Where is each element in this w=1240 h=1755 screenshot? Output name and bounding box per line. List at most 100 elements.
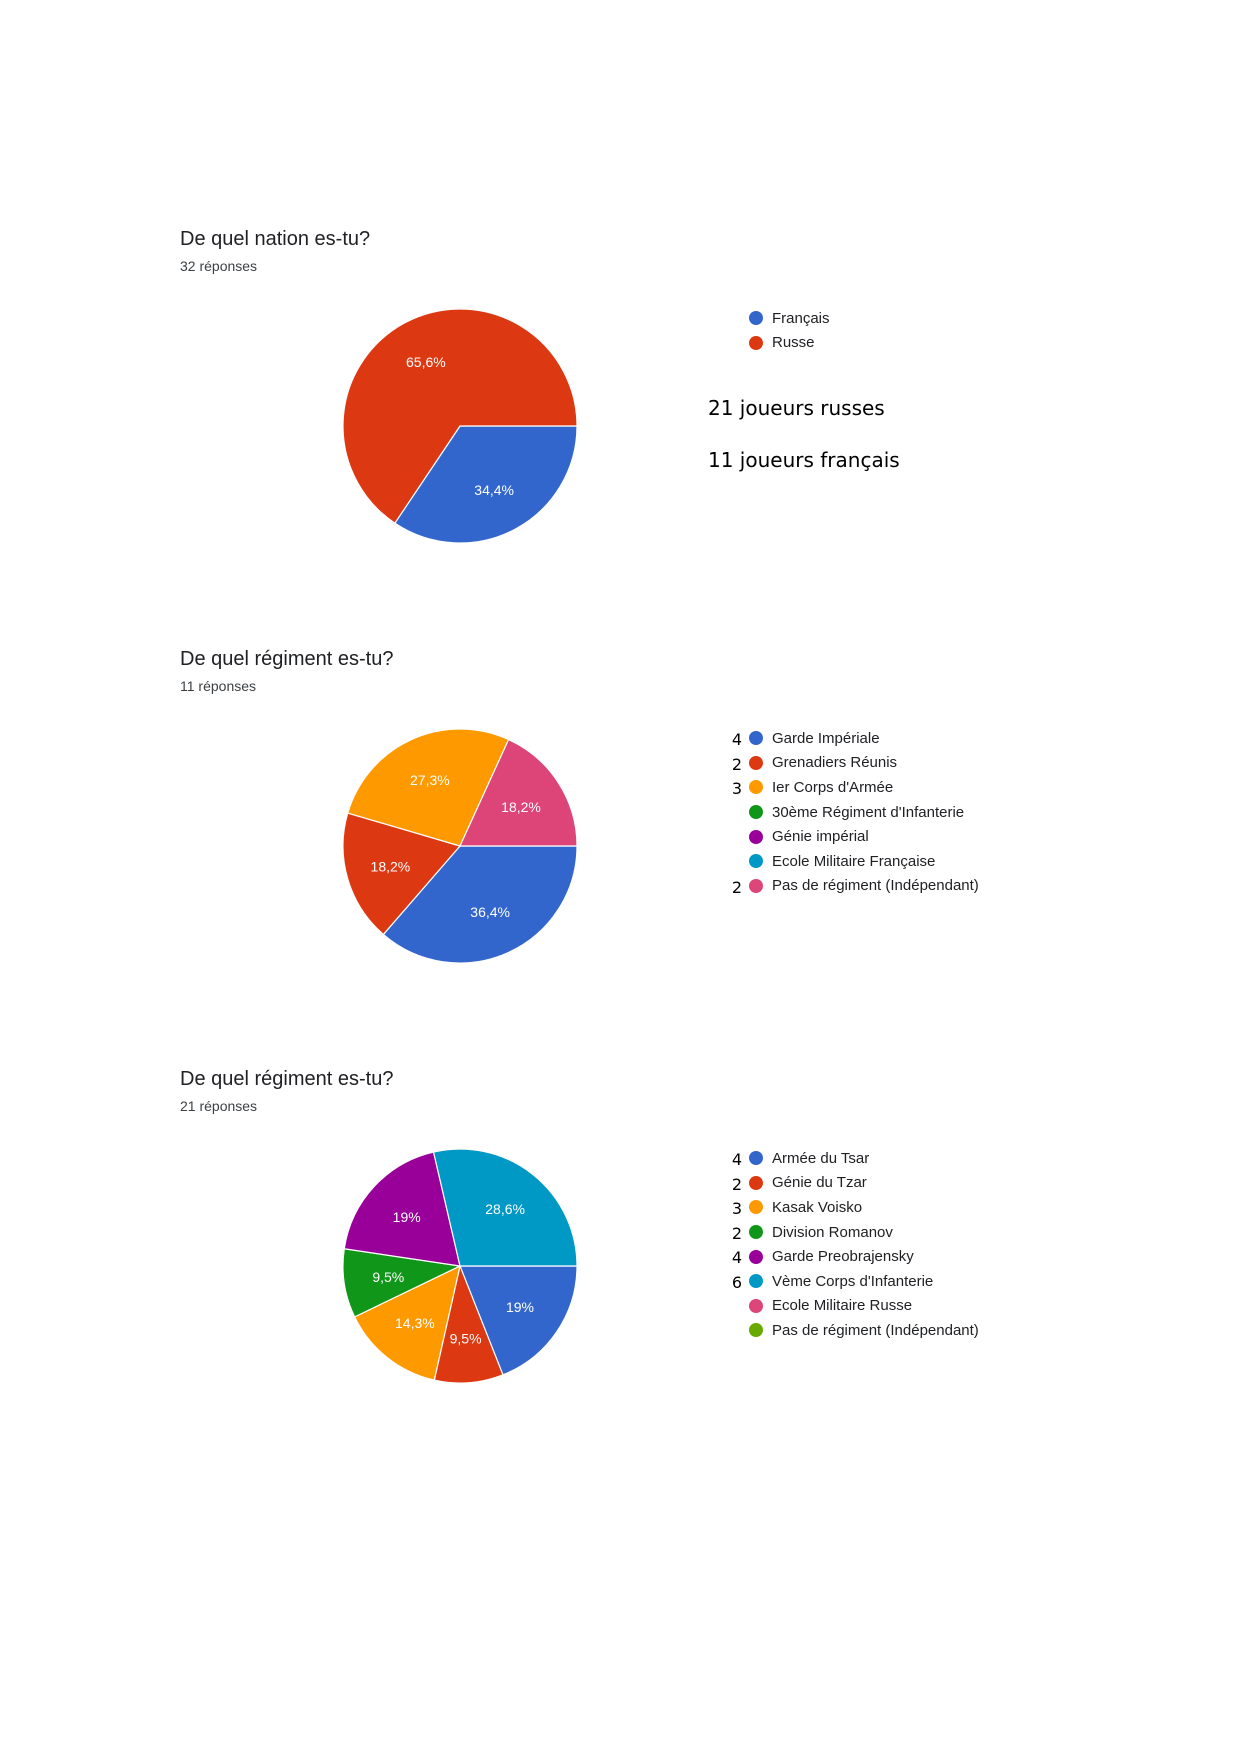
legend-item-veme-corps-d-infanterie[interactable]: 6 Vème Corps d'Infanterie: [728, 1269, 979, 1294]
legend-item-kasak-voisko[interactable]: 3 Kasak Voisko: [728, 1195, 979, 1220]
legend-swatch-icon: [749, 854, 763, 869]
legend-item-russe[interactable]: Russe: [728, 331, 830, 356]
legend-swatch-icon: [749, 1200, 763, 1215]
legend-count: 3: [731, 779, 742, 799]
legend-swatch-icon: [749, 1323, 763, 1338]
legend-swatch-icon: [749, 755, 763, 770]
legend-item-pas-de-regiment-independant[interactable]: Pas de régiment (Indépendant): [728, 1318, 979, 1343]
legend-label: Armée du Tsar: [772, 1149, 870, 1167]
question-title: De quel régiment es-tu?: [180, 648, 394, 670]
slice-label-veme-corps-d-infanterie: 28,6%: [485, 1201, 525, 1217]
legend-item-genie-du-tzar[interactable]: 2 Génie du Tzar: [728, 1171, 979, 1196]
slice-label-genie-du-tzar: 9,5%: [450, 1330, 482, 1346]
slice-label-pas-de-regiment-independant: 18,2%: [501, 799, 541, 815]
note-russian-players: 21 joueurs russes: [708, 396, 885, 420]
legend-item-grenadiers-reunis[interactable]: 2 Grenadiers Réunis: [728, 751, 979, 776]
legend-label: Division Romanov: [772, 1223, 893, 1241]
pie-slice-grenadiers-reunis: [342, 812, 462, 936]
legend-swatch-icon: [749, 1274, 763, 1289]
legend-count: 2: [731, 754, 742, 774]
pie-slice-garde-preobrajensky: [343, 1151, 461, 1267]
question-section-nation: De quel nation es-tu? 32 réponses 34,4% 6…: [0, 228, 1240, 628]
legend-label: Grenadiers Réunis: [772, 754, 898, 772]
pie-slice-ier-corps-d-armee: [346, 728, 510, 847]
legend-label: Pas de régiment (Indépendant): [772, 877, 979, 895]
legend-count: 3: [731, 1199, 742, 1219]
legend-item-ecole-militaire-francaise[interactable]: Ecole Militaire Française: [728, 849, 979, 874]
legend-label: Pas de régiment (Indépendant): [772, 1321, 979, 1339]
slice-label-russe: 65,6%: [406, 354, 446, 370]
legend-label: Ecole Militaire Française: [772, 852, 936, 870]
legend-swatch-icon: [749, 311, 763, 326]
pie-slice-garde-imperiale: [382, 845, 578, 964]
legend-swatch-icon: [749, 1175, 763, 1190]
legend-label: Ier Corps d'Armée: [772, 778, 894, 796]
chart-legend: 4 Armée du Tsar 2 Génie du Tzar 3 Kasak Voisk…: [728, 1146, 979, 1343]
pie-slice-pas-de-regiment-independant: [459, 738, 578, 847]
legend-swatch-icon: [749, 731, 763, 746]
legend-item-30eme-regiment-d-infanterie[interactable]: 30ème Régiment d'Infanterie: [728, 800, 979, 825]
legend-label: Garde Impériale: [772, 729, 880, 747]
legend-label: Russe: [772, 334, 815, 352]
legend-count: 2: [731, 1174, 742, 1194]
slice-label-grenadiers-reunis: 18,2%: [371, 858, 411, 874]
legend-swatch-icon: [749, 780, 763, 795]
question-title: De quel régiment es-tu?: [180, 1068, 394, 1090]
legend-item-division-romanov[interactable]: 2 Division Romanov: [728, 1220, 979, 1245]
legend-item-ier-corps-d-armee[interactable]: 3 Ier Corps d'Armée: [728, 775, 979, 800]
chart-legend: 4 Garde Impériale 2 Grenadiers Réunis 3 Ier C…: [728, 726, 979, 898]
legend-label: Ecole Militaire Russe: [772, 1297, 913, 1315]
legend-label: Vème Corps d'Infanterie: [772, 1272, 934, 1290]
legend-item-garde-imperiale[interactable]: 4 Garde Impériale: [728, 726, 979, 751]
legend-count: 4: [731, 1150, 742, 1169]
legend-count: 2: [731, 877, 742, 897]
pie-chart: 34,4% 65,6%: [342, 308, 578, 544]
legend-count: 4: [731, 1248, 742, 1268]
note-french-players: 11 joueurs français: [708, 448, 900, 472]
legend-count: 4: [731, 730, 742, 749]
legend-count: 2: [731, 1223, 742, 1243]
legend-swatch-icon: [749, 878, 763, 893]
legend-item-genie-imperial[interactable]: Génie impérial: [728, 824, 979, 849]
legend-swatch-icon: [749, 805, 763, 820]
legend-label: Garde Preobrajensky: [772, 1248, 914, 1266]
legend-item-ecole-militaire-russe[interactable]: Ecole Militaire Russe: [728, 1294, 979, 1319]
response-count: 11 réponses: [180, 678, 257, 694]
slice-label-armee-du-tsar: 19%: [506, 1299, 534, 1315]
legend-swatch-icon: [749, 1249, 763, 1264]
response-count: 32 réponses: [180, 258, 258, 274]
legend-swatch-icon: [749, 1298, 763, 1313]
pie-slice-kasak-voisko: [353, 1264, 461, 1381]
response-count: 21 réponses: [180, 1098, 258, 1114]
legend-item-pas-de-regiment-independant[interactable]: 2 Pas de régiment (Indépendant): [728, 874, 979, 899]
pie-slice-armee-du-tsar: [459, 1265, 578, 1376]
legend-label: Génie du Tzar: [772, 1174, 867, 1192]
legend-item-francais[interactable]: Français: [728, 306, 830, 331]
slice-label-francais: 34,4%: [474, 482, 514, 498]
legend-item-garde-preobrajensky[interactable]: 4 Garde Preobrajensky: [728, 1244, 979, 1269]
pie-slice-russe: [342, 308, 578, 525]
slice-label-division-romanov: 9,5%: [372, 1269, 404, 1285]
legend-swatch-icon: [749, 335, 763, 350]
slice-label-garde-preobrajensky: 19%: [393, 1209, 421, 1225]
legend-label: Français: [772, 309, 830, 327]
slice-label-kasak-voisko: 14,3%: [395, 1315, 435, 1331]
chart-legend: Français Russe: [728, 306, 830, 355]
legend-label: Kasak Voisko: [772, 1198, 863, 1216]
question-section-russian-regiment: De quel régiment es-tu? 21 réponses 19% 9…: [0, 1068, 1240, 1468]
pie-chart: 36,4% 18,2% 27,3% 18,2%: [342, 728, 578, 964]
legend-swatch-icon: [749, 829, 763, 844]
legend-label: Génie impérial: [772, 828, 869, 846]
question-title: De quel nation es-tu?: [180, 228, 371, 250]
pie-slice-veme-corps-d-infanterie: [432, 1148, 578, 1267]
question-section-french-regiment: De quel régiment es-tu? 11 réponses 36,4…: [0, 648, 1240, 1048]
slice-label-ier-corps-d-armee: 27,3%: [410, 772, 450, 788]
legend-swatch-icon: [749, 1151, 763, 1166]
pie-chart: 19% 9,5% 14,3% 9,5% 19% 28,6%: [342, 1148, 578, 1384]
legend-label: 30ème Régiment d'Infanterie: [772, 803, 965, 821]
pie-slice-francais: [394, 425, 578, 544]
legend-swatch-icon: [749, 1225, 763, 1240]
legend-count: 6: [731, 1272, 742, 1292]
slice-label-garde-imperiale: 36,4%: [470, 904, 510, 920]
legend-item-armee-du-tsar[interactable]: 4 Armée du Tsar: [728, 1146, 979, 1171]
